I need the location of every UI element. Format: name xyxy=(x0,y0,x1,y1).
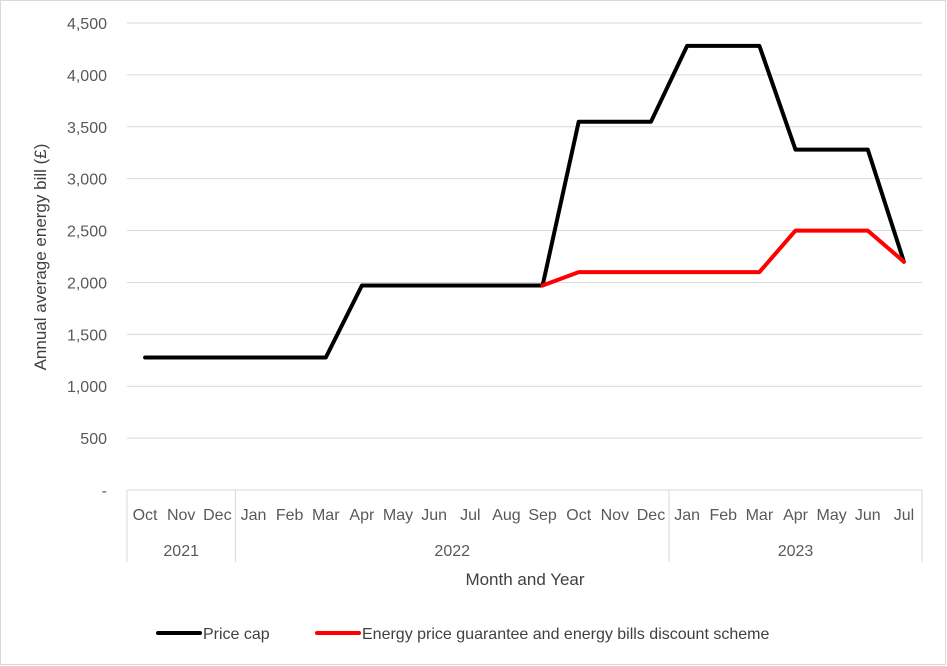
y-tick-label: 2,500 xyxy=(67,224,107,241)
x-tick-label: Nov xyxy=(601,507,629,524)
y-tick-label: 1,500 xyxy=(67,327,107,344)
x-tick-label: Oct xyxy=(566,507,591,524)
year-label: 2022 xyxy=(434,543,470,560)
x-tick-label: Apr xyxy=(349,507,375,524)
x-tick-label: Jan xyxy=(674,507,700,524)
x-tick-label: Sep xyxy=(528,507,557,524)
x-axis-tick-labels: Oct Nov Dec Jan Feb Mar Apr May Jun Jul Aug Sep Oct N… xyxy=(133,507,915,560)
year-label: 2021 xyxy=(163,543,199,560)
legend-label: Energy price guarantee and energy bills … xyxy=(362,626,769,643)
x-tick-label: Jul xyxy=(460,507,480,524)
x-tick-label: Jul xyxy=(894,507,914,524)
x-tick-label: Mar xyxy=(746,507,774,524)
y-tick-label: 4,500 xyxy=(67,16,107,33)
series-line-price-cap xyxy=(143,43,906,360)
y-axis-title: Annual average energy bill (£) xyxy=(31,144,50,371)
x-tick-label: Oct xyxy=(133,507,158,524)
y-axis-tick-labels: - 500 1,000 1,500 2,000 2,500 3,000 3,500 4,000 4… xyxy=(67,16,107,500)
x-tick-label: Jun xyxy=(421,507,447,524)
y-tick-label: 2,000 xyxy=(67,275,107,292)
x-tick-label: Dec xyxy=(637,507,665,524)
y-tick-label: 3,500 xyxy=(67,120,107,137)
y-tick-label: 1,000 xyxy=(67,379,107,396)
series-line-energy-price-guarantee xyxy=(540,228,906,288)
x-tick-label: Apr xyxy=(783,507,809,524)
legend: Price cap Energy price guarantee and ener… xyxy=(156,626,769,643)
y-tick-label: 3,000 xyxy=(67,172,107,189)
x-tick-label: Feb xyxy=(709,507,737,524)
x-tick-label: Dec xyxy=(203,507,231,524)
x-tick-label: May xyxy=(817,507,847,524)
x-tick-label: May xyxy=(383,507,413,524)
category-axis xyxy=(126,489,923,562)
x-axis-title: Month and Year xyxy=(465,570,584,589)
x-tick-label: Aug xyxy=(492,507,520,524)
gridlines xyxy=(127,22,922,439)
legend-label: Price cap xyxy=(203,626,270,643)
series-lines xyxy=(143,43,906,360)
y-tick-label: - xyxy=(102,483,107,500)
year-label: 2023 xyxy=(778,543,814,560)
x-tick-label: Jan xyxy=(241,507,267,524)
x-tick-label: Nov xyxy=(167,507,195,524)
x-tick-label: Feb xyxy=(276,507,304,524)
y-tick-label: 500 xyxy=(80,431,107,448)
x-tick-label: Mar xyxy=(312,507,340,524)
x-tick-label: Jun xyxy=(855,507,881,524)
y-tick-label: 4,000 xyxy=(67,68,107,85)
